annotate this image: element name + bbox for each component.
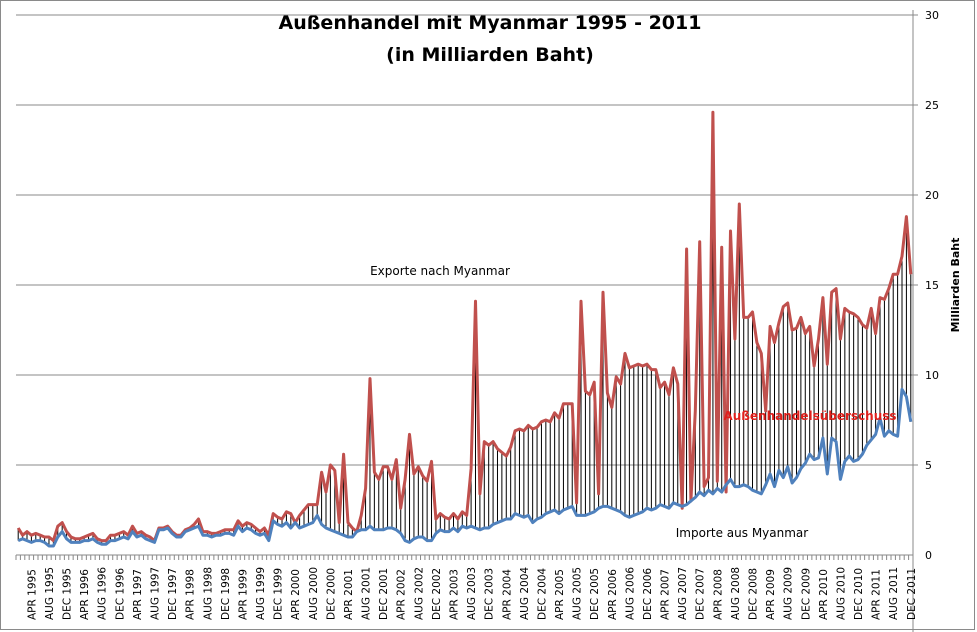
x-tick-label: APR 1996: [79, 569, 91, 620]
x-tick-label: APR 2009: [765, 569, 777, 620]
x-tick-label: APR 2000: [290, 569, 302, 620]
x-tick-label: AUG 2007: [677, 567, 689, 620]
y-tick-label: 15: [925, 279, 939, 292]
surplus-annotation: Außenhandelsüberschuss: [723, 409, 896, 423]
exports-line: [16, 110, 913, 543]
x-tick-label: APR 2002: [396, 569, 408, 620]
chart-title: Außenhandel mit Myanmar 1995 - 2011: [278, 12, 702, 34]
x-tick-label: DEC 1996: [114, 568, 126, 620]
x-tick-label: AUG 2002: [413, 567, 425, 620]
x-tick-label: AUG 2000: [308, 567, 320, 620]
x-tick-label: DEC 1999: [273, 568, 285, 620]
x-tick-label: DEC 1997: [167, 568, 179, 620]
x-tick-label: AUG 2005: [572, 567, 584, 620]
x-tick-label: DEC 1998: [220, 568, 232, 620]
x-tick-label: AUG 1995: [44, 567, 56, 620]
x-tick-label: APR 2005: [554, 569, 566, 620]
x-tick-label: AUG 1997: [150, 567, 162, 620]
x-tick-label: APR 1999: [237, 569, 249, 620]
x-tick-label: APR 2011: [871, 569, 883, 620]
x-tick-label: AUG 2004: [519, 567, 531, 620]
x-tick-label: AUG 2010: [835, 567, 847, 620]
x-tick-label: DEC 2011: [906, 568, 918, 620]
x-tick-label: AUG 2001: [361, 567, 373, 620]
x-tick-label: AUG 2009: [783, 567, 795, 620]
exports-annotation: Exporte nach Myanmar: [370, 264, 510, 278]
x-tick-label: AUG 2011: [888, 567, 900, 620]
y-tick-label: 0: [925, 549, 932, 562]
x-tick-label: APR 2006: [607, 569, 619, 620]
x-tick-label: APR 2010: [818, 569, 830, 620]
y-tick-label: 30: [925, 9, 939, 22]
x-tick-label: APR 2003: [449, 569, 461, 620]
x-tick-label: AUG 2003: [466, 567, 478, 620]
x-tick-label: DEC 1995: [62, 568, 74, 620]
imports-line: [17, 387, 913, 548]
chart-subtitle: (in Milliarden Baht): [386, 44, 594, 66]
y-tick-label: 10: [925, 369, 939, 382]
x-tick-label: APR 1995: [26, 569, 38, 620]
x-tick-label: AUG 1999: [255, 567, 267, 620]
x-tick-label: DEC 2003: [484, 568, 496, 620]
x-tick-label: DEC 2010: [853, 568, 865, 620]
y-tick-label: 5: [925, 459, 932, 472]
y-axis-label: Milliarden Baht: [949, 238, 962, 333]
x-tick-label: AUG 1996: [97, 567, 109, 620]
x-tick-label: APR 1998: [185, 569, 197, 620]
x-tick-label: DEC 2000: [325, 568, 337, 620]
y-tick-label: 25: [925, 99, 939, 112]
x-tick-label: DEC 2007: [695, 568, 707, 620]
x-tick-label: DEC 2002: [431, 568, 443, 620]
x-tick-label: APR 2008: [712, 569, 724, 620]
x-tick-label: DEC 2004: [536, 568, 548, 620]
x-tick-label: DEC 2006: [642, 568, 654, 620]
x-tick-label: DEC 2009: [800, 568, 812, 620]
x-tick-label: DEC 2008: [748, 568, 760, 620]
y-tick-label: 20: [925, 189, 939, 202]
imports-annotation: Importe aus Myanmar: [676, 526, 809, 540]
x-tick-label: AUG 2008: [730, 567, 742, 620]
x-tick-label: DEC 2005: [589, 568, 601, 620]
x-tick-label: APR 2004: [501, 569, 513, 620]
x-tick-label: APR 2001: [343, 569, 355, 620]
x-tick-label: APR 2007: [660, 569, 672, 620]
x-tick-label: DEC 2001: [378, 568, 390, 620]
x-tick-label: AUG 2006: [624, 567, 636, 620]
x-tick-label: APR 1997: [132, 569, 144, 620]
x-tick-label: AUG 1998: [202, 567, 214, 620]
